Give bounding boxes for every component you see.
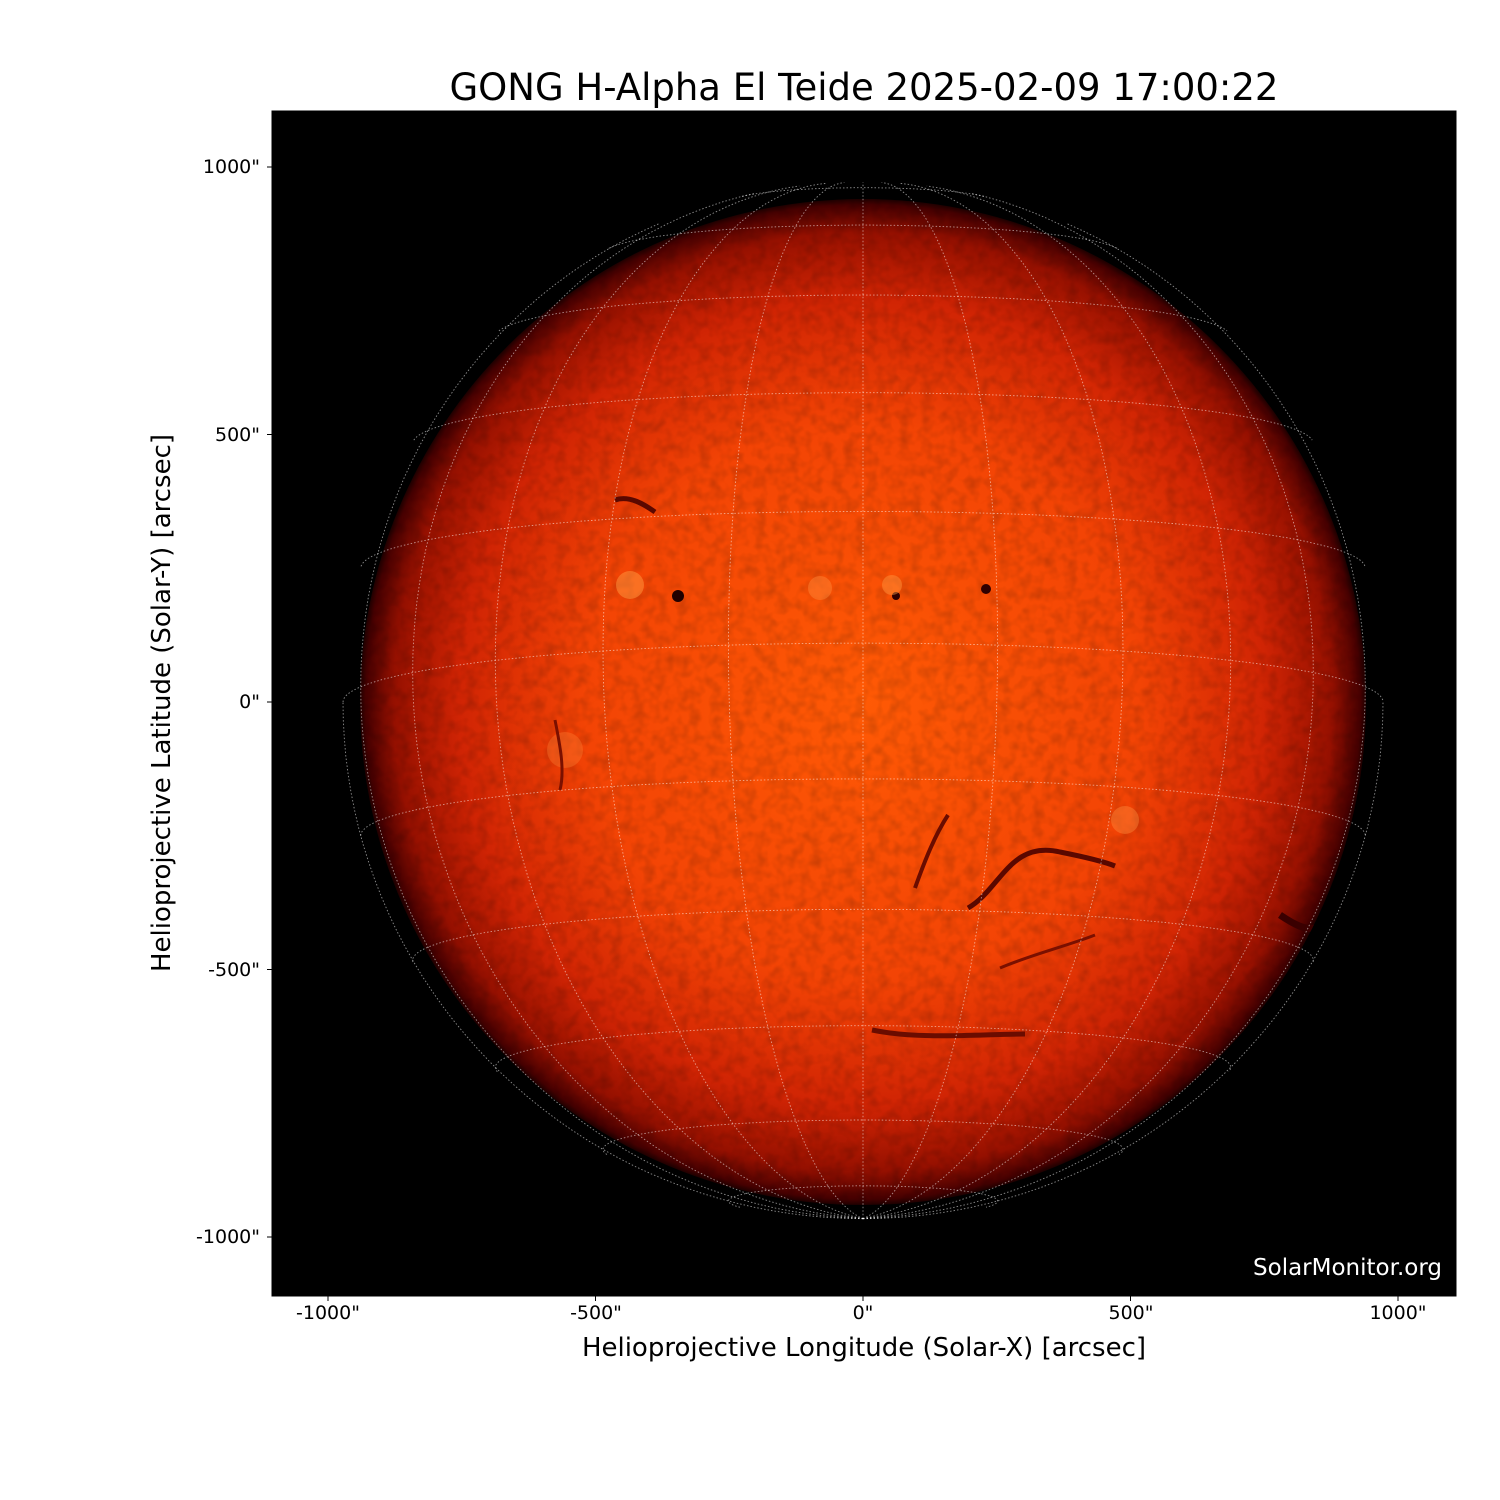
axes-frame bbox=[271, 110, 1457, 1297]
filament bbox=[614, 496, 657, 515]
x-tick-label: 1000" bbox=[1369, 1302, 1427, 1324]
plage bbox=[808, 576, 832, 600]
x-tick-label: -1000" bbox=[296, 1302, 360, 1324]
watermark: SolarMonitor.org bbox=[1253, 1255, 1442, 1281]
latitude-gridline bbox=[498, 294, 1228, 332]
latitude-gridline bbox=[608, 224, 1118, 249]
filament bbox=[553, 719, 564, 791]
y-tick-label: 0" bbox=[239, 691, 260, 713]
y-tick-label: 1000" bbox=[202, 156, 260, 178]
latitude-gridline bbox=[602, 1119, 1124, 1155]
sunspot bbox=[981, 584, 991, 594]
filament bbox=[999, 933, 1096, 970]
y-tick-label: -1000" bbox=[196, 1226, 260, 1248]
latitude-gridline bbox=[413, 392, 1313, 441]
plage bbox=[1111, 806, 1139, 834]
solar-features bbox=[547, 496, 1316, 1039]
longitude-gridline bbox=[862, 182, 999, 1220]
chromospheric-texture bbox=[360, 199, 1366, 1205]
heliographic-grid bbox=[342, 182, 1384, 1220]
x-axis-label: Helioprojective Longitude (Solar-X) [arc… bbox=[581, 1333, 1147, 1363]
longitude-gridline bbox=[862, 185, 1232, 1220]
y-tick-label: -500" bbox=[208, 959, 260, 981]
filament bbox=[913, 813, 950, 889]
plage bbox=[882, 575, 902, 595]
filament bbox=[966, 847, 1116, 911]
plot-title: GONG H-Alpha El Teide 2025-02-09 17:00:2… bbox=[449, 66, 1279, 109]
x-tick-label: 0" bbox=[852, 1302, 874, 1324]
latitude-gridline bbox=[342, 642, 1384, 703]
latitude-gridline bbox=[494, 1025, 1232, 1072]
filament bbox=[871, 1027, 1026, 1039]
longitude-gridline bbox=[494, 185, 864, 1220]
sunspot bbox=[672, 590, 684, 602]
tick-marks bbox=[267, 166, 1399, 1301]
plage bbox=[616, 571, 644, 599]
plage bbox=[547, 732, 583, 768]
x-tick-label: 500" bbox=[1108, 1302, 1154, 1324]
x-tick-label: -500" bbox=[570, 1302, 622, 1324]
y-tick-label: 500" bbox=[214, 424, 260, 446]
sunspot bbox=[892, 592, 900, 600]
y-axis-label: Helioprojective Latitude (Solar-Y) [arcs… bbox=[147, 433, 177, 973]
longitude-gridline bbox=[727, 182, 864, 1220]
